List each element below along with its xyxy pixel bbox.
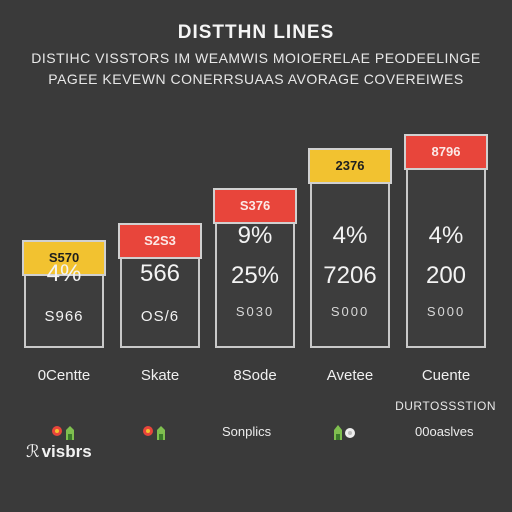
bar-5 bbox=[406, 168, 486, 348]
category-label-2: Skate bbox=[140, 367, 180, 384]
category-label-5: Cuente bbox=[421, 367, 471, 384]
bar-2-data-label-1: 566 bbox=[139, 260, 181, 287]
bar-4-data-label-3: S000 bbox=[330, 304, 370, 319]
chart-subtitle-line-1: DISTIHC VISSTORS IM WEAMWIS MOIOERELAE P… bbox=[31, 50, 481, 66]
chart-title: DISTTHN LINES bbox=[177, 22, 335, 43]
legend-note: DURTOSSSTION bbox=[395, 399, 496, 413]
category-label-3: 8Sode bbox=[233, 367, 277, 384]
bar-5-data-label-1: 4% bbox=[428, 222, 464, 249]
bar-cap-label-4: 2376 bbox=[308, 148, 392, 184]
bar-1-data-label-1: 4% bbox=[46, 260, 82, 287]
bar-cap-label-3: S376 bbox=[213, 188, 297, 224]
category-label-4: Avetee bbox=[326, 367, 374, 384]
legend-item-label-5: 00oaslves bbox=[415, 424, 474, 439]
bar-5-data-label-3: S000 bbox=[426, 304, 466, 319]
bar-3-data-label-2: 25% bbox=[230, 262, 280, 289]
bar-4-data-label-1: 4% bbox=[332, 222, 368, 249]
bar-cap-label-5: 8796 bbox=[404, 134, 488, 170]
bar-4-data-label-2: 7206 bbox=[323, 262, 377, 289]
bar-1-data-label-2: S966 bbox=[44, 308, 84, 325]
legend-item-label-3: Sonplics bbox=[222, 424, 272, 439]
bar-cap-label-2: S2S3 bbox=[118, 223, 202, 259]
bar-2 bbox=[120, 257, 200, 348]
bar-5-data-label-2: 200 bbox=[425, 262, 467, 289]
bar-2-data-label-2: OS/6 bbox=[140, 308, 180, 325]
bar-3-data-label-1: 9% bbox=[237, 222, 273, 249]
red-flower-icon bbox=[141, 422, 171, 447]
red-flower-icon bbox=[50, 422, 80, 447]
bar-cap-label-1: S570 bbox=[22, 240, 106, 276]
brand-logo-icon: ℛ bbox=[26, 442, 40, 461]
bar-3-data-label-3: S030 bbox=[235, 304, 275, 319]
category-label-1: 0Centte bbox=[37, 367, 91, 384]
footer-text: visbrs bbox=[41, 442, 92, 461]
chart-subtitle-line-2: PAGEE KEVEWN CONERRSUAAS AVORAGE COVEREI… bbox=[48, 71, 464, 87]
green-leaf-icon bbox=[330, 422, 360, 447]
